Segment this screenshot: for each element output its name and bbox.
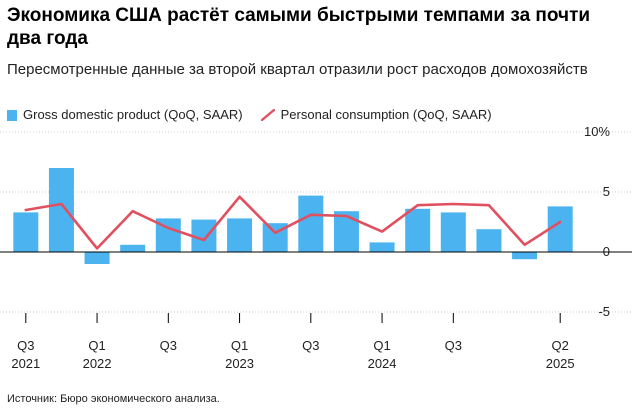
gdp-bar — [84, 252, 110, 264]
gdp-bar — [13, 212, 39, 252]
gdp-bar — [476, 229, 502, 252]
x-tick-year: 2021 — [11, 356, 40, 371]
legend-line-swatch — [260, 109, 275, 121]
gdp-bar — [227, 218, 253, 252]
legend: Gross domestic product (QoQ, SAAR) Perso… — [7, 107, 492, 123]
x-tick-year: 2024 — [368, 356, 397, 371]
chart-subtitle: Пересмотренные данные за второй квартал … — [7, 61, 588, 78]
gdp-bar — [405, 208, 431, 252]
consumption-line — [24, 195, 562, 250]
x-tick-quarter: Q3 — [302, 338, 319, 353]
gdp-bar — [120, 244, 146, 252]
x-tick-year: 2025 — [546, 356, 575, 371]
gdp-bar — [191, 219, 217, 252]
chart-title: Экономика США растёт самыми быстрыми тем… — [7, 5, 591, 49]
x-tick-year: 2022 — [83, 356, 112, 371]
legend-bar-swatch — [7, 109, 17, 121]
legend-consumption-label: Personal consumption (QoQ, SAAR) — [280, 107, 492, 122]
gdp-bar — [298, 195, 324, 252]
y-tick-label: 5 — [603, 184, 610, 199]
legend-gdp-label: Gross domestic product (QoQ, SAAR) — [23, 107, 243, 122]
x-tick-quarter: Q1 — [231, 338, 248, 353]
x-tick-quarter: Q3 — [445, 338, 462, 353]
gdp-bar — [440, 212, 466, 252]
gdp-bar — [512, 252, 538, 260]
gdp-bar — [547, 206, 573, 252]
x-tick-quarter: Q2 — [552, 338, 569, 353]
y-tick-label: -5 — [598, 304, 610, 319]
x-tick-quarter: Q1 — [88, 338, 105, 353]
gdp-bar — [48, 168, 74, 252]
source-note: Источник: Бюро экономического анализа. — [7, 393, 220, 405]
gdp-bar — [369, 242, 395, 252]
x-tick-quarter: Q3 — [17, 338, 34, 353]
x-tick-quarter: Q1 — [373, 338, 390, 353]
chart-area: 10%50-5Q32021Q12022Q3Q12023Q3Q12024Q3Q22… — [0, 124, 632, 371]
x-tick-year: 2023 — [225, 356, 254, 371]
x-tick-quarter: Q3 — [160, 338, 177, 353]
gdp-bar — [333, 211, 359, 252]
y-tick-label: 10% — [584, 124, 610, 139]
